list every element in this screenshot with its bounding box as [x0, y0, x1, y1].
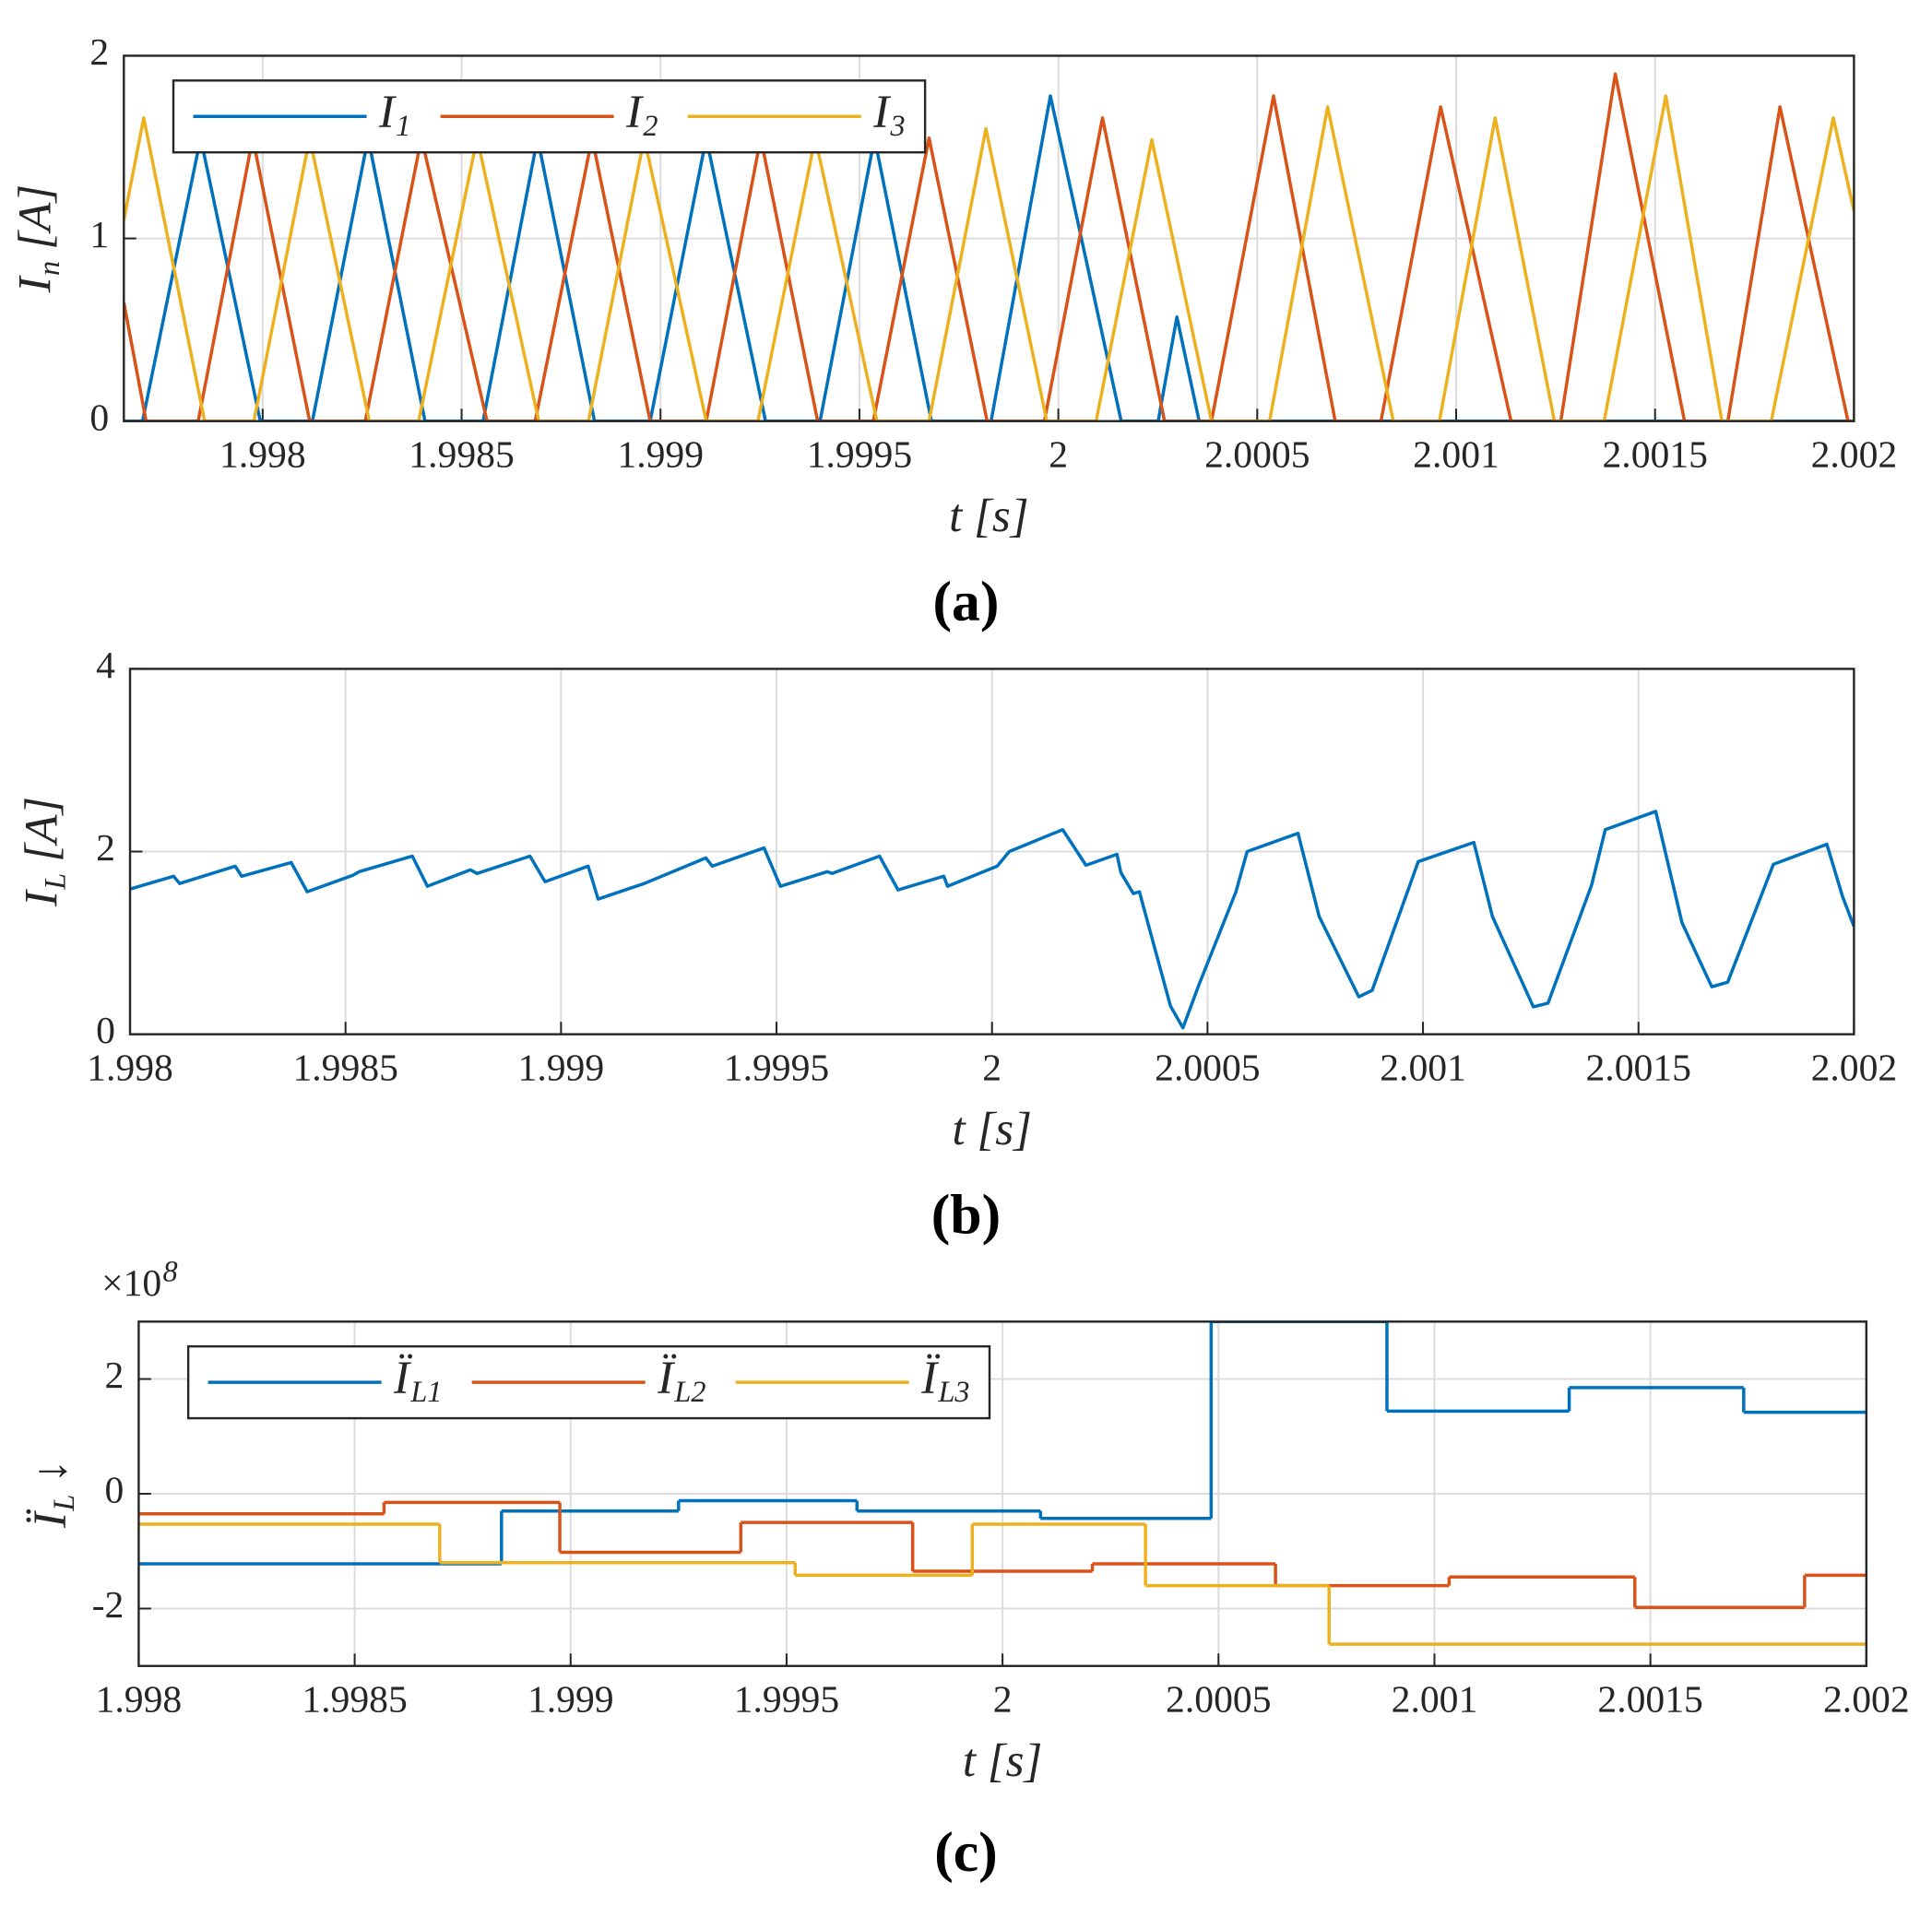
- panel-caption: (c): [934, 1821, 998, 1884]
- series-line: [124, 94, 1855, 421]
- x-tick-label: 2.0005: [1166, 1679, 1271, 1722]
- y-axis-label: In [A]: [10, 184, 65, 293]
- x-tick-label: 2.002: [1811, 1047, 1898, 1090]
- x-tick-label: 2.001: [1392, 1679, 1478, 1722]
- x-tick-label: 1.9985: [292, 1047, 397, 1090]
- x-tick-label: 1.9985: [409, 434, 514, 477]
- y-multiplier-exp: 8: [163, 1255, 178, 1288]
- y-tick-label: 0: [96, 1010, 115, 1052]
- y-axis-label-sub: L: [39, 873, 72, 891]
- plot-area: [130, 810, 1855, 1030]
- y-tick-label: 1: [89, 214, 109, 256]
- panel-caption: (a): [932, 570, 999, 633]
- legend-label: Ï: [393, 1353, 413, 1404]
- legend-label-sub: 1: [396, 109, 410, 142]
- x-tick-label: 1.999: [527, 1679, 614, 1722]
- legend-label-sub: 2: [643, 109, 658, 142]
- panel: 1.998 1.9985 1.999 1.9995 2 2.0005 2.001 2.0015…: [10, 31, 1898, 633]
- x-tick-label: 1.9995: [734, 1679, 839, 1722]
- axes-frame: [137, 1320, 1868, 1667]
- x-tick-label: 2.002: [1811, 434, 1898, 477]
- x-tick-label: 2.0015: [1602, 434, 1707, 477]
- y-axis-label-unit: ↓: [25, 1460, 77, 1484]
- x-axis-label: t [s]: [963, 1735, 1042, 1787]
- y-axis-label: IL [A]: [16, 797, 71, 907]
- x-tick-label: 1.999: [617, 434, 704, 477]
- legend-label-sub: L2: [673, 1375, 705, 1408]
- x-tick-label: 2.001: [1380, 1047, 1466, 1090]
- series-line: [130, 810, 1855, 1030]
- x-axis-label: t [s]: [949, 491, 1028, 542]
- x-tick-label: 2: [982, 1047, 1002, 1090]
- y-axis-label-sub: L: [47, 1495, 80, 1512]
- y-axis-label-sub: n: [32, 261, 65, 276]
- x-tick-label: 2.0015: [1597, 1679, 1702, 1722]
- series-line: [124, 72, 1855, 421]
- y-axis-label-unit: [A]: [16, 797, 67, 862]
- x-tick-label: 1.998: [87, 1047, 173, 1090]
- axes-frame: [128, 668, 1855, 1035]
- x-tick-label: 2.001: [1413, 434, 1499, 477]
- x-tick-label: 2.0015: [1585, 1047, 1690, 1090]
- legend-label: Ï: [657, 1353, 677, 1404]
- y-tick-label: 2: [96, 827, 115, 870]
- x-tick-label: 2.0005: [1155, 1047, 1260, 1090]
- legend-label: Ï: [920, 1353, 941, 1404]
- legend-label-sub: 3: [890, 109, 906, 142]
- legend-label: I: [625, 87, 644, 138]
- y-tick-label: 2: [89, 31, 109, 74]
- y-tick-label: 0: [89, 396, 109, 439]
- y-tick-label: 2: [104, 1355, 124, 1397]
- x-tick-label: 2.0005: [1204, 434, 1310, 477]
- y-axis-label: ÏL ↓: [25, 1460, 80, 1529]
- legend-label-sub: L3: [937, 1375, 969, 1408]
- axes-frame: [123, 54, 1855, 422]
- y-tick-label: 0: [104, 1470, 124, 1512]
- x-tick-label: 2: [993, 1679, 1013, 1722]
- y-multiplier: ×10: [101, 1262, 161, 1305]
- legend-label: I: [378, 87, 397, 138]
- x-tick-label: 1.9995: [807, 434, 912, 477]
- panel-caption: (b): [931, 1183, 1001, 1246]
- y-axis-label-text: I: [10, 275, 62, 293]
- y-axis-label-text: Ï: [25, 1509, 77, 1529]
- y-axis-label-unit: [A]: [10, 184, 62, 250]
- x-axis-label: t [s]: [952, 1104, 1031, 1155]
- panel: 1.998 1.9985 1.999 1.9995 2 2.0005 2.001 2.0015…: [25, 1255, 1910, 1884]
- panel: 1.998 1.9985 1.999 1.9995 2 2.0005 2.001 2.0015…: [16, 645, 1897, 1246]
- x-tick-label: 1.998: [219, 434, 306, 477]
- y-tick-label: -2: [92, 1584, 124, 1627]
- y-axis-label-text: I: [16, 889, 67, 907]
- y-tick-label: 4: [96, 645, 115, 687]
- x-tick-label: 1.999: [518, 1047, 605, 1090]
- x-tick-label: 2.002: [1823, 1679, 1910, 1722]
- x-tick-label: 1.998: [96, 1679, 183, 1722]
- legend-label-sub: L1: [409, 1375, 442, 1408]
- x-tick-label: 1.9995: [724, 1047, 829, 1090]
- legend-label: I: [872, 87, 891, 138]
- x-tick-label: 1.9985: [302, 1679, 407, 1722]
- x-tick-label: 2: [1049, 434, 1068, 477]
- plot-area: [138, 1321, 1867, 1646]
